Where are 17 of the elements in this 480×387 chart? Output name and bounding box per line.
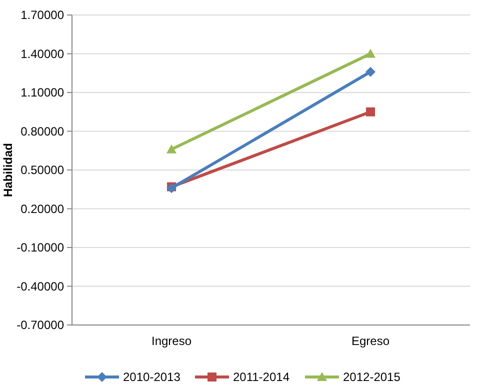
y-tick-label: 1.70000 [20, 8, 64, 22]
y-tick-label: 0.80000 [20, 124, 64, 138]
y-axis-title: Habilidad [1, 142, 15, 198]
y-tick-label: 1.10000 [20, 86, 64, 100]
x-tick-label: Egreso [351, 334, 390, 348]
y-tick-label: 0.20000 [20, 202, 64, 216]
point [366, 107, 375, 116]
y-tick-label: -0.10000 [16, 240, 64, 255]
point [366, 66, 376, 77]
y-tick-label: -0.70000 [16, 318, 64, 332]
legend-label: 2010-2013 [123, 370, 181, 384]
y-tick-label: 0.50000 [20, 163, 64, 178]
y-tick-label: 1.40000 [20, 46, 64, 61]
x-tick-label: Ingreso [151, 334, 192, 348]
legend-label: 2011-2014 [233, 370, 290, 384]
y-tick-label: -0.40000 [16, 279, 64, 294]
legend-label: 2012-2015 [343, 370, 401, 384]
